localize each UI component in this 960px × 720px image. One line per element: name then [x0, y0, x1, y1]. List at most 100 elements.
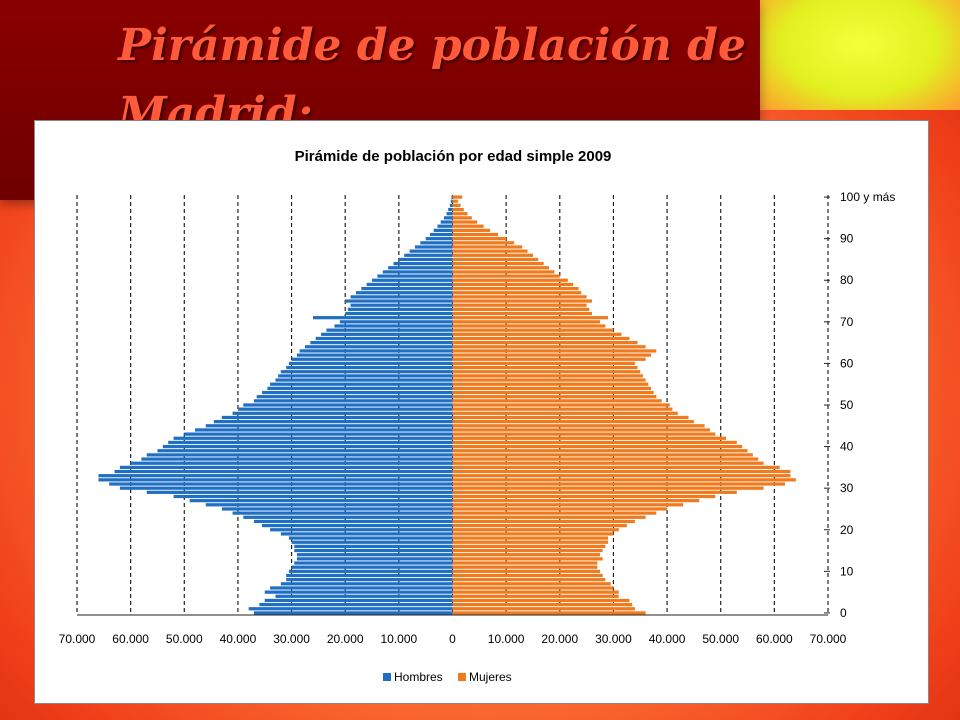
bar-hombres	[114, 469, 453, 474]
bar-hombres	[168, 440, 453, 445]
bar-mujeres	[452, 457, 759, 461]
x-tick-label: 10.000	[381, 632, 418, 646]
bars-group	[98, 195, 796, 615]
bar-mujeres	[452, 299, 592, 303]
bar-hombres	[270, 586, 453, 590]
y-tick-label: 0	[840, 606, 847, 620]
bar-hombres	[299, 349, 453, 353]
bar-mujeres	[452, 270, 555, 274]
bar-hombres	[355, 291, 453, 295]
y-tick-label: 10	[840, 564, 854, 578]
x-tick-label: 70.000	[59, 632, 96, 646]
bar-hombres	[237, 407, 453, 411]
bar-hombres	[414, 245, 453, 249]
bar-hombres	[280, 582, 453, 586]
bar-hombres	[288, 361, 453, 366]
bar-mujeres	[452, 424, 705, 428]
bar-hombres	[254, 519, 453, 524]
bar-hombres	[366, 282, 453, 287]
y-tick-label: 50	[840, 398, 854, 412]
bar-hombres	[291, 565, 453, 569]
bar-mujeres	[452, 386, 651, 390]
bar-mujeres	[452, 598, 630, 603]
bar-hombres	[313, 316, 453, 320]
bar-mujeres	[452, 573, 603, 578]
bar-mujeres	[452, 374, 643, 378]
bar-mujeres	[452, 324, 606, 328]
bar-mujeres	[452, 436, 727, 440]
bar-hombres	[288, 536, 453, 540]
bar-mujeres	[452, 361, 635, 366]
legend-swatch	[383, 673, 391, 681]
bar-mujeres	[452, 561, 598, 565]
bar-hombres	[248, 607, 453, 611]
bar-mujeres	[452, 357, 646, 361]
bar-mujeres	[452, 336, 630, 341]
bar-mujeres	[452, 370, 641, 374]
bar-mujeres	[452, 569, 601, 573]
bar-mujeres	[452, 341, 638, 345]
bar-hombres	[372, 278, 453, 282]
bar-hombres	[146, 490, 453, 494]
bar-mujeres	[452, 590, 619, 594]
x-tick-label: 60.000	[112, 632, 149, 646]
bar-mujeres	[452, 407, 673, 411]
bar-mujeres	[452, 420, 694, 424]
bar-mujeres	[452, 540, 609, 544]
bar-hombres	[425, 237, 453, 241]
bar-hombres	[232, 511, 453, 515]
bar-mujeres	[452, 328, 614, 332]
bar-mujeres	[452, 249, 528, 253]
bar-mujeres	[452, 548, 603, 553]
bar-hombres	[345, 311, 453, 316]
bar-mujeres	[452, 428, 710, 432]
x-tick-label: 60.000	[756, 632, 793, 646]
bar-hombres	[146, 453, 453, 457]
bar-hombres	[296, 557, 453, 561]
bar-hombres	[451, 195, 453, 199]
bar-hombres	[280, 532, 453, 536]
bar-mujeres	[452, 515, 646, 519]
bar-mujeres	[452, 415, 689, 420]
bar-mujeres	[452, 461, 764, 465]
bar-mujeres	[452, 207, 464, 212]
y-tick-label: 70	[840, 315, 854, 329]
bar-mujeres	[452, 307, 590, 311]
bar-mujeres	[452, 469, 791, 474]
bar-hombres	[275, 378, 453, 382]
bar-hombres	[262, 390, 453, 395]
bar-hombres	[286, 365, 453, 370]
x-tick-label: 0	[449, 632, 456, 646]
bar-hombres	[262, 523, 453, 528]
x-tick-label: 20.000	[541, 632, 578, 646]
bar-mujeres	[452, 582, 611, 586]
bar-mujeres	[452, 499, 700, 503]
bar-hombres	[296, 353, 453, 357]
legend-swatch	[458, 673, 466, 681]
bar-mujeres	[452, 295, 587, 299]
bar-hombres	[119, 486, 453, 490]
bar-mujeres	[452, 332, 622, 336]
bar-mujeres	[452, 565, 598, 569]
bar-hombres	[446, 212, 453, 216]
bar-mujeres	[452, 303, 587, 307]
bar-hombres	[294, 544, 453, 549]
bar-mujeres	[452, 532, 614, 536]
x-tick-label: 70.000	[810, 632, 847, 646]
y-tick-label: 20	[840, 523, 854, 537]
x-tick-label: 20.000	[327, 632, 364, 646]
bar-hombres	[141, 457, 453, 461]
x-tick-label: 10.000	[488, 632, 525, 646]
bar-mujeres	[452, 390, 654, 395]
legend-label: Mujeres	[469, 670, 512, 684]
bar-mujeres	[452, 453, 753, 457]
bar-hombres	[350, 303, 453, 307]
bar-mujeres	[452, 224, 484, 228]
bar-mujeres	[452, 286, 579, 291]
bar-hombres	[388, 266, 453, 270]
bar-mujeres	[452, 320, 601, 324]
bar-mujeres	[452, 444, 743, 449]
bar-hombres	[286, 573, 453, 578]
bar-hombres	[334, 324, 453, 328]
bar-mujeres	[452, 432, 716, 436]
